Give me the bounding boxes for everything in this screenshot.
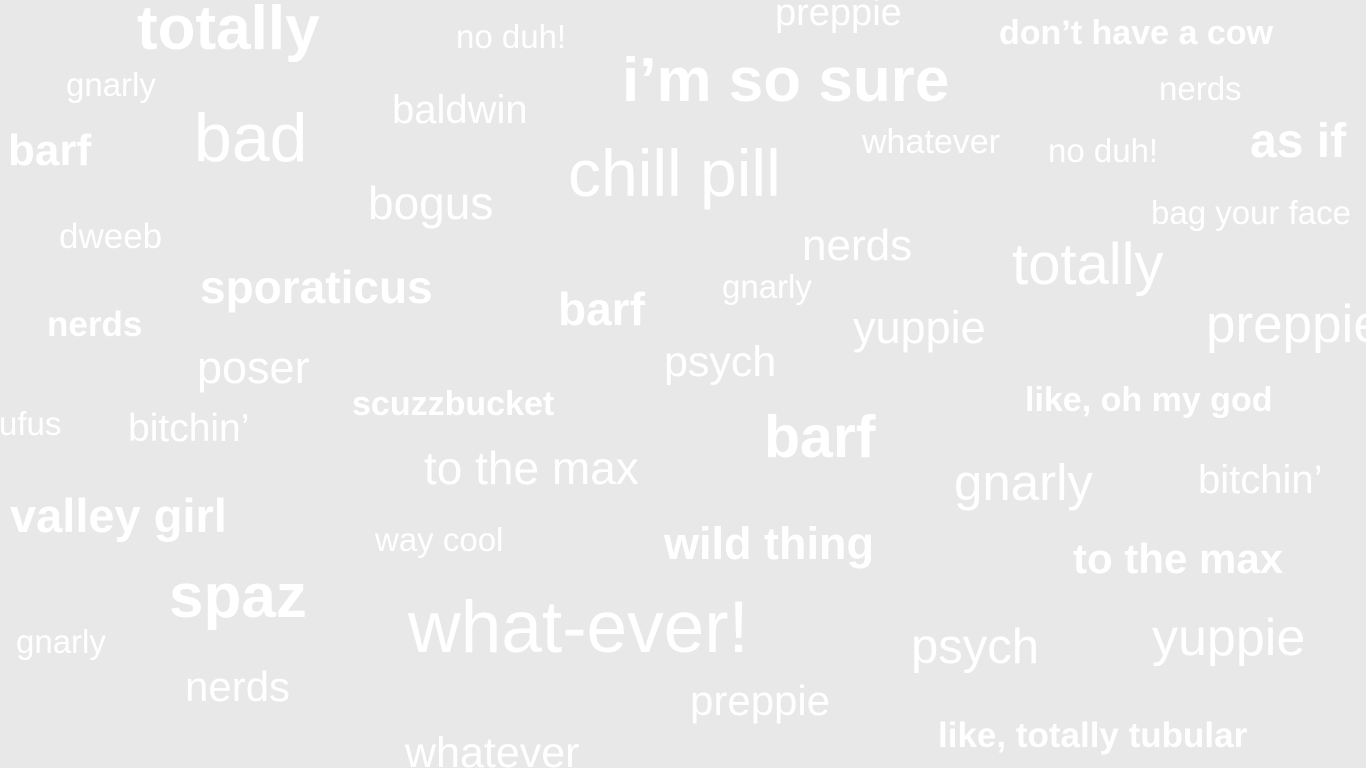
word-wild-thing: wild thing [664, 518, 874, 569]
word-gnarly: gnarly [66, 66, 156, 103]
word-way-cool: way cool [375, 521, 504, 558]
word-no-duh: no duh! [456, 18, 567, 55]
word-yuppie: yuppie [1152, 609, 1306, 667]
word-scuzzbucket: scuzzbucket [352, 385, 555, 423]
word-yuppie: yuppie [853, 302, 986, 353]
word-totally: totally [137, 0, 320, 63]
word-nerds: nerds [802, 221, 913, 270]
word-sporaticus: sporaticus [200, 261, 433, 313]
word-to-the-max: to the max [424, 442, 639, 494]
word-preppie: preppie [775, 0, 902, 34]
word-totally: totally [1012, 232, 1164, 297]
word-spaz: spaz [169, 562, 307, 631]
word-im-so-sure: i’m so sure [622, 46, 950, 115]
word-poser: poser [197, 342, 310, 393]
word-baldwin: baldwin [392, 88, 528, 132]
word-gnarly: gnarly [16, 623, 106, 660]
word-like-oh-my-god: like, oh my god [1025, 381, 1273, 419]
word-bad: bad [194, 100, 308, 176]
word-barf: barf [558, 283, 645, 335]
word-psych: psych [664, 338, 777, 386]
word-rufus: rufus [0, 405, 62, 442]
word-barf: barf [764, 404, 876, 470]
word-chill-pill: chill pill [568, 136, 781, 210]
word-as-if: as if [1250, 115, 1347, 168]
word-nerds: nerds [1159, 70, 1242, 107]
word-gnarly: gnarly [954, 454, 1093, 511]
word-gnarly: gnarly [722, 268, 812, 305]
word-valley-girl: valley girl [10, 489, 227, 542]
word-bitchin: bitchin’ [1198, 458, 1323, 502]
word-dweeb: dweeb [59, 217, 163, 256]
word-psych: psych [911, 620, 1040, 674]
word-no-duh: no duh! [1048, 132, 1159, 169]
word-what-ever: what-ever! [408, 587, 749, 668]
word-nerds: nerds [185, 663, 291, 710]
word-preppie: preppie [1206, 295, 1366, 354]
word-to-the-max: to the max [1073, 535, 1284, 582]
word-bag-your-face: bag your face [1151, 194, 1351, 231]
word-bogus: bogus [368, 177, 494, 229]
word-barf: barf [8, 126, 92, 175]
word-bitchin: bitchin’ [128, 407, 250, 450]
word-nerds: nerds [47, 305, 143, 344]
word-dont-have-a-cow: don’t have a cow [999, 14, 1273, 52]
word-whatever: whatever [405, 729, 580, 768]
word-whatever: whatever [862, 123, 1000, 161]
word-like-totally-tubular: like, totally tubular [938, 716, 1248, 755]
word-preppie: preppie [690, 677, 831, 724]
